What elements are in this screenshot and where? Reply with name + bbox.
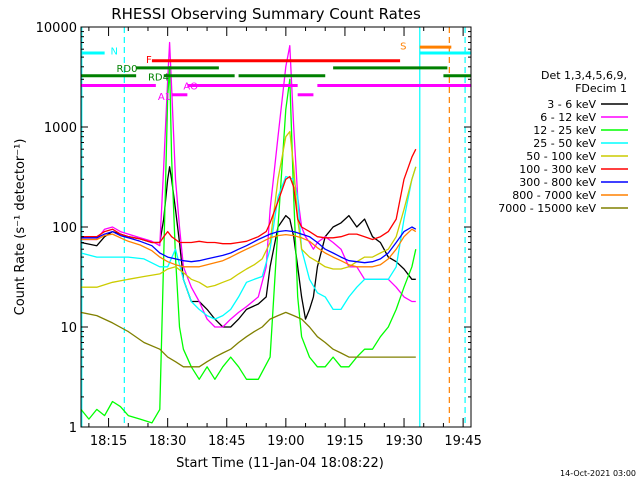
y-tick-label: 100 (52, 221, 77, 236)
series-lines (81, 41, 417, 424)
legend-entry-label: 6 - 12 keV (540, 111, 596, 124)
chart-title: RHESSI Observing Summary Count Rates (111, 5, 421, 23)
legend-entry-label: 300 - 800 keV (519, 176, 596, 189)
x-tick-label: 18:30 (149, 434, 186, 449)
y-axis-label: Count Rate (s⁻¹ detector⁻¹) (13, 139, 28, 316)
footer-date: 14-Oct-2021 03:00 (560, 469, 636, 478)
y-axis: 1 10 100 1000 10000 (36, 21, 471, 436)
legend-entry-label: 3 - 6 keV (547, 98, 596, 111)
x-tick-label: 19:00 (267, 434, 304, 449)
series-line-2 (81, 66, 417, 424)
legend-entry-label: 100 - 300 keV (519, 163, 596, 176)
annotation-label: N (111, 47, 118, 58)
x-tick-label: 18:15 (90, 434, 127, 449)
y-tick-label: 10 (60, 321, 77, 336)
legend-header: Det 1,3,4,5,6,9, (541, 69, 627, 82)
annotation-label: F (146, 55, 152, 66)
x-axis-label: Start Time (11-Jan-04 18:08:22) (176, 456, 384, 471)
y-tick-label: 10000 (36, 21, 77, 36)
series-line-4 (81, 130, 417, 288)
legend-entry-label: 7000 - 15000 keV (498, 202, 596, 215)
annotation-label: S (400, 42, 406, 53)
legend-header: FDecim 1 (575, 82, 627, 95)
legend-entry-label: 25 - 50 keV (533, 137, 596, 150)
series-line-8 (81, 311, 416, 368)
annotation-label: AO (183, 82, 198, 93)
series-line-6 (81, 226, 417, 264)
y-tick-label: 1 (69, 421, 77, 436)
annotation-label: RD4 (148, 72, 169, 83)
x-axis: 18:15 18:30 18:45 19:00 19:15 19:30 19:45 (88, 27, 482, 449)
x-tick-label: 19:30 (385, 434, 422, 449)
legend-entry-label: 800 - 7000 keV (512, 189, 596, 202)
annotation-bars: N S F RD0 RD4 A1 AO (81, 42, 471, 103)
series-line-7 (81, 228, 417, 268)
legend-entry-label: 50 - 100 keV (526, 150, 596, 163)
y-tick-label: 1000 (44, 121, 77, 136)
series-line-5 (81, 148, 417, 245)
legend-entry-label: 12 - 25 keV (533, 124, 596, 137)
annotation-label: RD0 (116, 64, 137, 75)
annotation-label: A1 (158, 92, 171, 103)
x-tick-label: 18:45 (208, 434, 245, 449)
x-tick-label: 19:15 (326, 434, 363, 449)
x-tick-label: 19:45 (444, 434, 481, 449)
